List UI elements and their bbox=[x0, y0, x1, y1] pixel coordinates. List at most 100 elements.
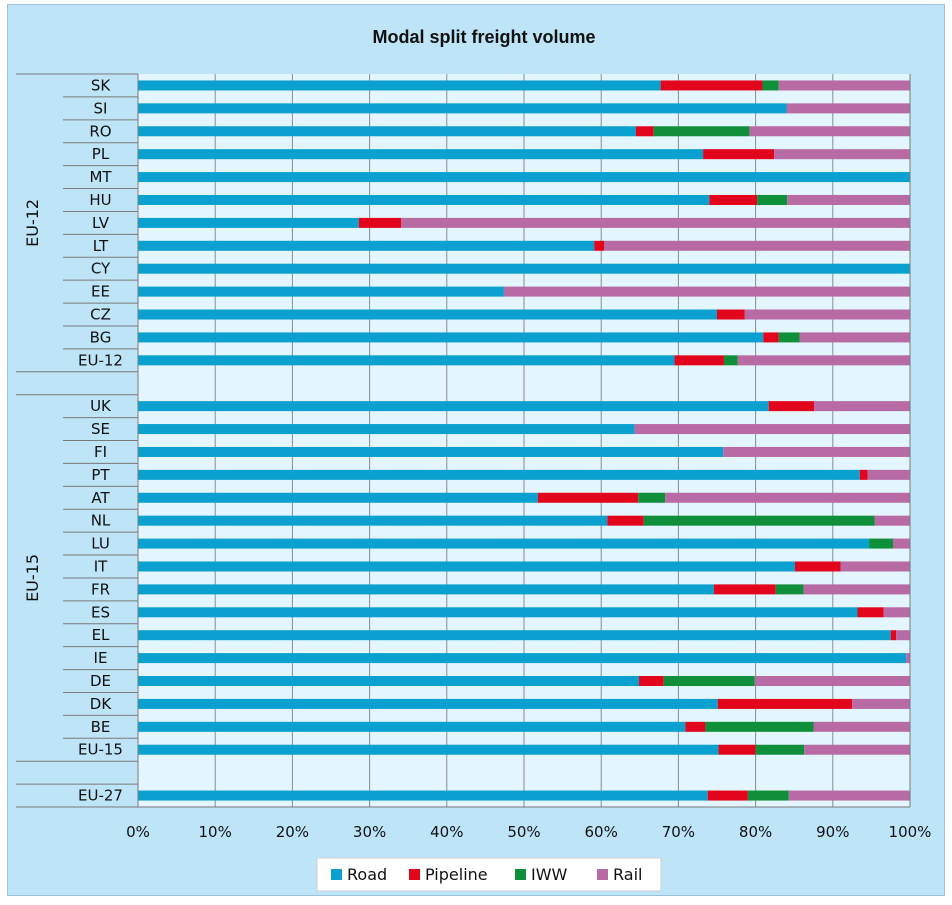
bar-dk-rail bbox=[852, 698, 910, 709]
bar-uk-road bbox=[138, 401, 769, 412]
bar-mt-road bbox=[138, 172, 910, 183]
bar-pt-rail bbox=[867, 469, 910, 480]
category-label: MT bbox=[89, 168, 112, 186]
bar-ro-pipeline bbox=[635, 126, 654, 137]
category-label: IE bbox=[94, 649, 108, 667]
bar-sk-pipeline bbox=[660, 80, 763, 91]
category-label: FI bbox=[94, 443, 107, 461]
category-label: SI bbox=[94, 99, 108, 117]
category-label: EU-12 bbox=[78, 351, 123, 369]
bar-dk-pipeline bbox=[717, 698, 853, 709]
bar-lv-rail bbox=[401, 217, 910, 228]
bar-uk-pipeline bbox=[768, 401, 815, 412]
bar-eu-27-rail bbox=[788, 790, 910, 801]
bar-pt-road bbox=[138, 469, 860, 480]
bar-lv-pipeline bbox=[358, 217, 402, 228]
legend-swatch-rail bbox=[597, 869, 608, 880]
bar-lu-road bbox=[138, 538, 870, 549]
bar-es-road bbox=[138, 607, 858, 618]
bar-nl-iww bbox=[643, 515, 875, 526]
chart-frame: Modal split freight volume SK SI RO PL MT HU L… bbox=[7, 4, 945, 896]
bar-eu-27-road bbox=[138, 790, 708, 801]
bar-be-rail bbox=[813, 721, 910, 732]
bar-cy-road bbox=[138, 263, 910, 274]
bar-eu-15-iww bbox=[755, 744, 805, 755]
bar-fr-road bbox=[138, 584, 714, 595]
bar-fi-rail bbox=[723, 446, 910, 457]
bar-fr-pipeline bbox=[713, 584, 776, 595]
legend-swatch-pipeline bbox=[409, 869, 420, 880]
bar-bg-iww bbox=[778, 332, 800, 343]
category-label: AT bbox=[91, 489, 110, 507]
bar-hu-pipeline bbox=[709, 194, 758, 205]
bar-lv-road bbox=[138, 217, 359, 228]
bar-fi-road bbox=[138, 446, 724, 457]
bar-ro-iww bbox=[653, 126, 750, 137]
bar-eu-15-pipeline bbox=[718, 744, 756, 755]
bar-fr-iww bbox=[775, 584, 804, 595]
x-tick-label: 90% bbox=[816, 823, 849, 841]
bar-at-iww bbox=[638, 492, 666, 503]
category-label: UK bbox=[90, 397, 112, 415]
bar-es-pipeline bbox=[857, 607, 884, 618]
bar-it-pipeline bbox=[794, 561, 841, 572]
bar-se-rail bbox=[634, 424, 910, 435]
category-label: ES bbox=[91, 603, 110, 621]
legend-swatch-iww bbox=[515, 869, 526, 880]
bar-si-road bbox=[138, 103, 787, 114]
bar-nl-road bbox=[138, 515, 608, 526]
bar-eu-12-pipeline bbox=[674, 355, 724, 366]
bar-hu-rail bbox=[787, 194, 910, 205]
category-label: SK bbox=[91, 76, 112, 94]
category-label: EE bbox=[91, 283, 110, 301]
bar-bg-rail bbox=[799, 332, 910, 343]
category-label: LT bbox=[93, 237, 109, 255]
bar-uk-rail bbox=[814, 401, 910, 412]
x-tick-label: 10% bbox=[199, 823, 232, 841]
bar-be-road bbox=[138, 721, 686, 732]
bar-pl-pipeline bbox=[703, 149, 775, 160]
bar-be-pipeline bbox=[685, 721, 706, 732]
category-label: EU-15 bbox=[78, 741, 123, 759]
category-label: IT bbox=[94, 557, 108, 575]
bar-de-rail bbox=[754, 676, 910, 687]
category-label: BE bbox=[91, 718, 111, 736]
bar-ee-rail bbox=[503, 286, 910, 297]
bar-es-rail bbox=[883, 607, 910, 618]
category-axis: SK SI RO PL MT HU LV LT CY EE CZ BG EU-12 UK SE FI PT AT N… bbox=[16, 73, 911, 808]
legend-label: Pipeline bbox=[425, 865, 488, 884]
category-label: BG bbox=[90, 328, 112, 346]
bar-de-road bbox=[138, 676, 640, 687]
bar-de-pipeline bbox=[639, 676, 664, 687]
category-label: EL bbox=[92, 626, 110, 644]
category-label: NL bbox=[91, 512, 111, 530]
bar-pl-rail bbox=[774, 149, 910, 160]
legend-box bbox=[316, 857, 662, 892]
legend-label: IWW bbox=[531, 865, 568, 884]
bar-se-road bbox=[138, 424, 635, 435]
bar-de-iww bbox=[663, 676, 755, 687]
bar-ro-rail bbox=[749, 126, 910, 137]
bar-lt-rail bbox=[604, 240, 910, 251]
bar-eu-15-rail bbox=[804, 744, 910, 755]
bar-eu-27-pipeline bbox=[707, 790, 748, 801]
bar-lt-pipeline bbox=[594, 240, 605, 251]
category-label: EU-27 bbox=[78, 787, 123, 805]
category-label: PT bbox=[91, 466, 110, 484]
legend-swatch-road bbox=[331, 869, 342, 880]
bars bbox=[138, 80, 910, 801]
group-label: EU-15 bbox=[23, 554, 42, 602]
chart-title: Modal split freight volume bbox=[372, 27, 595, 47]
x-tick-label: 100% bbox=[889, 823, 932, 841]
x-tick-label: 0% bbox=[126, 823, 150, 841]
category-label: CY bbox=[91, 260, 111, 278]
bar-fr-rail bbox=[803, 584, 910, 595]
category-label: RO bbox=[89, 122, 111, 140]
category-label: DE bbox=[90, 672, 111, 690]
x-tick-label: 50% bbox=[507, 823, 540, 841]
x-axis-ticks: 0% 10% 20% 30% 40% 50% 60% 70% 80% 90% 100% bbox=[126, 823, 931, 841]
bar-el-road bbox=[138, 630, 891, 641]
bar-cz-road bbox=[138, 309, 717, 320]
bar-lt-road bbox=[138, 240, 595, 251]
bar-at-road bbox=[138, 492, 538, 503]
